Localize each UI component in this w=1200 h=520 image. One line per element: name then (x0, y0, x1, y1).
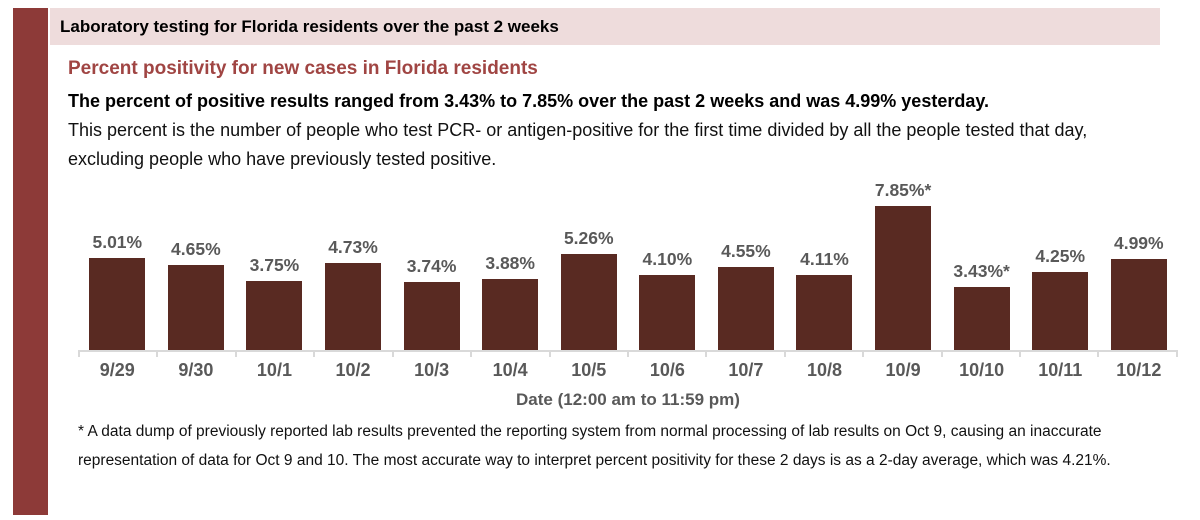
x-tick-label: 10/7 (728, 360, 764, 380)
bar (89, 258, 146, 350)
chart-xlabels: 9/29 9/30 10/1 10/2 10/3 10/4 10/5 10/6 10/7 10/8… (78, 360, 1178, 381)
x-tick-label: 10/8 (806, 360, 843, 380)
axis-tick (862, 352, 940, 357)
axis-tick (78, 352, 156, 357)
x-axis-title: Date (12:00 am to 11:59 pm) (516, 390, 740, 409)
bar (953, 287, 1010, 350)
chart-column: 7.85%* (864, 180, 943, 350)
x-tick-label: 10/5 (571, 360, 607, 380)
bar-value-label: 3.43%* (953, 261, 1010, 281)
bar (403, 282, 460, 350)
axis-tick (156, 352, 234, 357)
x-tick-label: 10/10 (959, 360, 1005, 380)
bar-value-label: 3.74% (406, 256, 457, 276)
axis-tick (783, 352, 862, 357)
bar (246, 281, 303, 350)
chart-plot: 5.01% 4.65% 3.75% 4.73% 3.74% 3.88% 5.26% 4.10%… (78, 180, 1179, 350)
bar-chart: 5.01% 4.65% 3.75% 4.73% 3.74% 3.88% 5.26% 4.10%… (78, 180, 1179, 410)
x-tick-label: 10/1 (256, 360, 292, 380)
x-tick-label: 10/4 (492, 360, 528, 380)
axis-tick (470, 352, 548, 357)
summary-bold-text: The percent of positive results ranged f… (68, 91, 990, 111)
chart-column: 3.43%* (942, 198, 1021, 350)
bar-value-label: 4.65% (171, 239, 221, 259)
x-tick-label: 9/29 (99, 360, 135, 380)
chart-column: 4.11% (785, 198, 864, 350)
chart-column: 3.88% (471, 198, 550, 350)
bar-value-label: 4.55% (721, 241, 771, 261)
bar (482, 279, 539, 350)
axis-tick (234, 352, 313, 357)
bar-value-label: 4.11% (800, 249, 849, 269)
chart-column: 4.25% (1021, 198, 1100, 350)
bar (639, 275, 696, 350)
axis-tick (1019, 352, 1097, 357)
bar (1032, 272, 1089, 350)
bar-value-label: 4.99% (1113, 233, 1164, 253)
axis-tick (626, 352, 705, 357)
chart-column: 5.01% (78, 198, 157, 350)
chart-column: 4.10% (628, 198, 707, 350)
chart-tick-row (78, 350, 1178, 357)
summary-description-text: This percent is the number of people who… (68, 120, 1088, 169)
section-header-bar: Laboratory testing for Florida residents… (50, 8, 1160, 45)
x-tick-label: 10/3 (414, 360, 450, 380)
bar (717, 267, 774, 350)
axis-tick (548, 352, 627, 357)
bar (796, 275, 853, 350)
x-tick-label: 10/9 (885, 360, 921, 380)
chart-column: 4.55% (707, 198, 786, 350)
chart-column: 4.99% (1100, 198, 1179, 350)
bar-value-label: 3.88% (485, 253, 535, 273)
x-tick-label: 10/12 (1116, 360, 1162, 380)
chart-column: 4.65% (157, 198, 236, 350)
chart-title: Percent positivity for new cases in Flor… (68, 58, 538, 79)
axis-tick (705, 352, 783, 357)
section-header-text: Laboratory testing for Florida residents… (60, 16, 559, 36)
axis-tick (391, 352, 470, 357)
x-tick-label: 10/2 (335, 360, 371, 380)
bar (1110, 259, 1167, 350)
bar (167, 265, 224, 350)
bar-value-label: 5.01% (92, 232, 143, 252)
axis-tick (940, 352, 1019, 357)
bar-value-label: 4.25% (1035, 246, 1086, 266)
chart-column: 5.26% (549, 198, 628, 350)
x-tick-label: 10/6 (649, 360, 685, 380)
chart-column: 3.75% (235, 198, 314, 350)
chart-footnote: * A data dump of previously reported lab… (78, 423, 1111, 469)
left-accent-stripe (13, 8, 48, 515)
bar (875, 206, 932, 350)
bar-value-label: 3.75% (249, 255, 300, 275)
chart-column: 4.73% (314, 198, 393, 350)
bar-value-label: 4.73% (328, 237, 378, 257)
axis-tick (1097, 352, 1175, 357)
bar-value-label: 7.85%* (874, 180, 932, 200)
chart-column: 3.74% (392, 198, 471, 350)
bar (560, 254, 617, 350)
page-content: Laboratory testing for Florida residents… (50, 0, 1200, 475)
chart-section: Percent positivity for new cases in Flor… (68, 58, 1200, 174)
bar-value-label: 4.10% (642, 249, 693, 269)
axis-tick (313, 352, 391, 357)
x-tick-label: 9/30 (178, 360, 214, 380)
bar-value-label: 5.26% (563, 228, 614, 248)
bar (325, 263, 382, 350)
x-tick-label: 10/11 (1038, 360, 1083, 380)
